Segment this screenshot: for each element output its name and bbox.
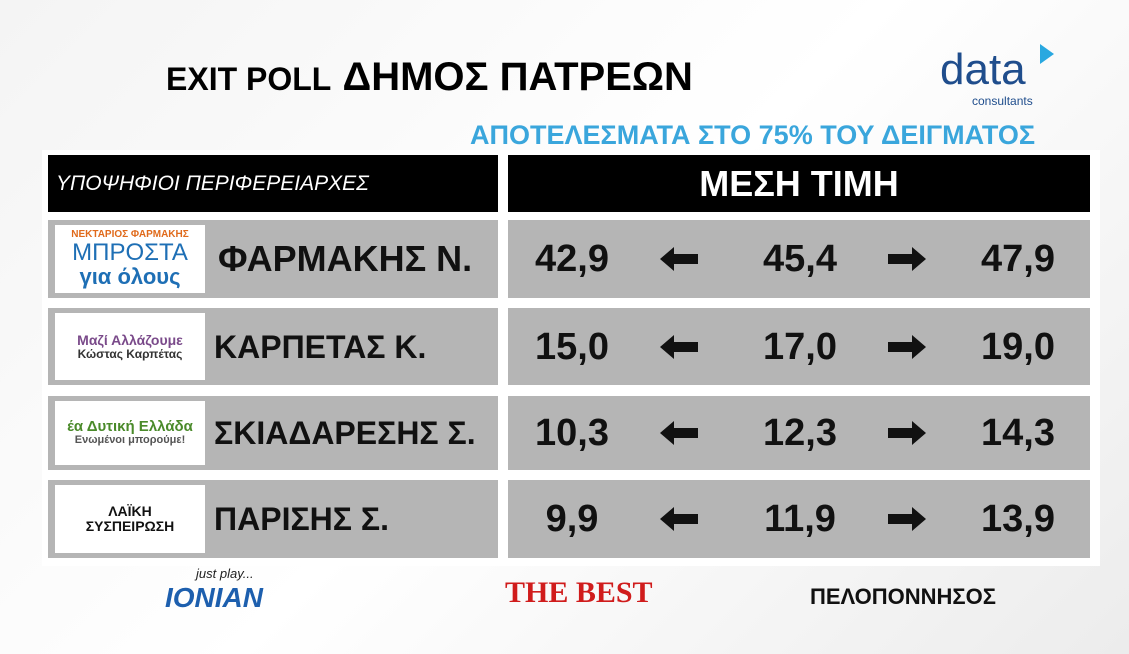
row-cell <box>508 308 1090 385</box>
logo-text: ΣΥΣΠΕΙΡΩΣΗ <box>85 518 175 534</box>
brand-logo: data <box>940 45 1026 94</box>
mid-value: 11,9 <box>764 498 836 540</box>
party-logo: ΛΑΪΚΗ ΣΥΣΠΕΙΡΩΣΗ <box>55 485 205 553</box>
logo-text: για όλους <box>79 264 181 290</box>
brand-arrow <box>1040 44 1054 64</box>
logo-text: Μαζί Αλλάζουμε <box>77 331 183 348</box>
logo-text: ΝΕΚΤΑΡΙΟΣ ΦΑΡΜΑΚΗΣ <box>71 228 189 240</box>
logo-text: ΜΠΡΟΣΤΑ <box>72 239 188 267</box>
sponsor: IONIAN <box>165 582 263 613</box>
title-prefix: EXIT POLL <box>166 61 332 97</box>
low-value: 10,3 <box>535 412 609 454</box>
low-value: 9,9 <box>545 498 599 540</box>
row-cell <box>508 480 1090 558</box>
logo-text: Ενωμένοι μπορούμε! <box>74 434 186 447</box>
sponsor: THE BEST <box>505 576 653 609</box>
title-main: ΔΗΜΟΣ ΠΑΤΡΕΩΝ <box>342 55 693 99</box>
sponsor: just play... <box>196 566 254 581</box>
high-value: 13,9 <box>981 498 1055 540</box>
arrow <box>660 507 698 531</box>
high-value: 14,3 <box>981 412 1055 454</box>
mid-value: 17,0 <box>763 325 837 368</box>
low-value: 15,0 <box>535 325 609 368</box>
arrow <box>888 421 926 445</box>
header-cell: ΜΕΣΗ ΤΙΜΗ <box>508 155 1090 212</box>
high-value: 47,9 <box>981 238 1055 280</box>
candidate-name: ΦΑΡΜΑΚΗΣ Ν. <box>218 238 473 279</box>
party-logo: ΝΕΚΤΑΡΙΟΣ ΦΑΡΜΑΚΗΣ ΜΠΡΟΣΤΑ για όλους <box>55 225 205 293</box>
candidate-name: ΠΑΡΙΣΗΣ Σ. <box>214 501 389 537</box>
subtitle: ΑΠΟΤΕΛΕΣΜΑΤΑ ΣΤΟ 75% ΤΟΥ ΔΕΙΓΜΑΤΟΣ <box>470 120 1036 150</box>
candidate-name: ΚΑΡΠΕΤΑΣ Κ. <box>214 328 427 365</box>
sponsor: ΠΕΛΟΠΟΝΝΗΣΟΣ <box>810 584 996 609</box>
arrow <box>660 247 698 271</box>
party-logo: έα Δυτική Ελλάδα Ενωμένοι μπορούμε! <box>55 401 205 465</box>
arrow <box>888 507 926 531</box>
row-cell <box>508 396 1090 470</box>
arrow <box>888 334 926 359</box>
arrow <box>888 247 926 271</box>
logo-text: Κώστας Καρπέτας <box>77 346 183 361</box>
logo-text: έα Δυτική Ελλάδα <box>67 418 193 436</box>
mid-value: 12,3 <box>763 412 837 454</box>
logo-text: ΛΑΪΚΗ <box>108 503 152 520</box>
column-header: ΜΕΣΗ ΤΙΜΗ <box>699 162 899 204</box>
mid-value: 45,4 <box>763 238 837 280</box>
brand-tagline: consultants <box>972 94 1033 108</box>
high-value: 19,0 <box>981 325 1055 368</box>
low-value: 42,9 <box>535 238 609 280</box>
party-logo: Μαζί Αλλάζουμε Κώστας Καρπέτας <box>55 313 205 380</box>
arrow <box>660 334 698 359</box>
column-header: ΥΠΟΨΗΦΙΟΙ ΠΕΡΙΦΕΡΕΙΑΡΧΕΣ <box>56 171 369 195</box>
candidate-name: ΣΚΙΑΔΑΡΕΣΗΣ Σ. <box>214 415 476 451</box>
row-cell <box>508 220 1090 298</box>
title: EXIT POLL ΔΗΜΟΣ ΠΑΤΡΕΩΝ <box>166 55 693 100</box>
arrow <box>660 421 698 445</box>
header-cell: ΥΠΟΨΗΦΙΟΙ ΠΕΡΙΦΕΡΕΙΑΡΧΕΣ <box>48 155 498 212</box>
